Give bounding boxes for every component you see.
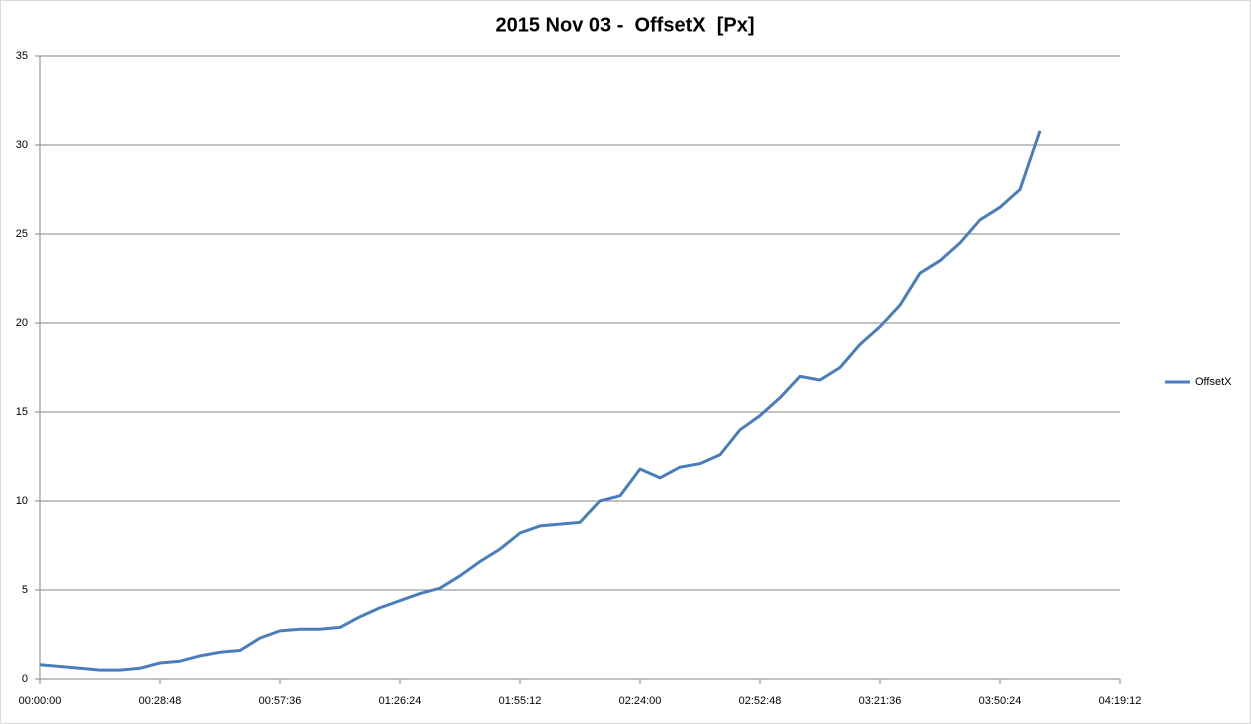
y-tick-label: 15: [16, 406, 28, 418]
legend-label: OffsetX: [1195, 376, 1232, 388]
x-tick-label: 04:19:12: [1099, 695, 1142, 707]
y-tick-label: 5: [22, 584, 28, 596]
x-tick-label: 02:52:48: [739, 695, 782, 707]
chart-title: 2015 Nov 03 - OffsetX [Px]: [496, 14, 755, 36]
x-tick-label: 01:55:12: [499, 695, 542, 707]
data-line: [39, 130, 1042, 672]
x-tick-label: 01:26:24: [379, 695, 422, 707]
y-tick-label: 10: [16, 495, 28, 507]
y-tick-label: 30: [16, 139, 28, 151]
y-tick-label: 20: [16, 317, 28, 329]
x-tick-label: 00:28:48: [139, 695, 182, 707]
y-tick-label: 25: [16, 228, 28, 240]
y-tick-label: 35: [16, 50, 28, 62]
x-tick-label: 02:24:00: [619, 695, 662, 707]
x-tick-label: 03:21:36: [859, 695, 902, 707]
x-tick-label: 03:50:24: [979, 695, 1022, 707]
x-tick-label: 00:00:00: [19, 695, 62, 707]
y-tick-label: 0: [22, 673, 28, 685]
x-tick-label: 00:57:36: [259, 695, 302, 707]
